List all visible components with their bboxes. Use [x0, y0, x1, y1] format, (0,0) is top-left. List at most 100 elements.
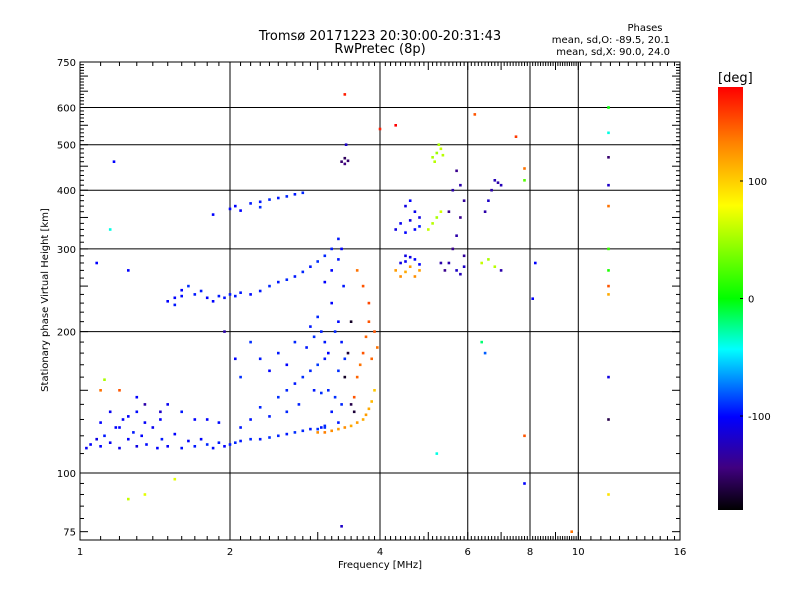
data-point — [431, 156, 434, 159]
grid-lines — [80, 62, 680, 540]
data-point — [127, 497, 130, 501]
data-point — [268, 284, 271, 288]
data-point — [534, 261, 537, 265]
data-point — [493, 265, 497, 268]
data-point — [193, 445, 197, 448]
colorbar-ticks: 100 0 -100 — [740, 177, 771, 423]
data-point — [327, 389, 330, 392]
data-point — [103, 434, 106, 438]
data-point — [135, 410, 139, 414]
data-point — [455, 169, 458, 173]
data-point — [320, 391, 323, 395]
data-point — [285, 432, 289, 436]
data-point — [320, 426, 323, 429]
x-tick-label: 2 — [227, 547, 233, 558]
data-point — [277, 434, 280, 438]
data-point — [330, 269, 333, 272]
data-point — [173, 296, 177, 300]
data-point — [135, 445, 139, 448]
data-point — [343, 426, 347, 429]
data-point — [413, 258, 417, 261]
data-point — [431, 222, 434, 225]
data-point — [293, 193, 297, 196]
data-point — [316, 431, 319, 434]
data-point — [118, 389, 121, 392]
data-point — [258, 200, 262, 204]
data-point — [439, 261, 443, 265]
data-point — [346, 159, 350, 163]
data-point — [99, 389, 102, 392]
data-point — [399, 275, 402, 278]
data-point — [352, 395, 356, 399]
data-point — [364, 413, 368, 417]
data-point — [607, 156, 610, 159]
data-point — [607, 131, 610, 135]
data-point — [455, 234, 458, 237]
x-tick-label: 16 — [674, 547, 687, 558]
data-point — [239, 209, 242, 212]
data-point — [211, 446, 215, 450]
data-point — [228, 207, 232, 211]
data-point — [268, 415, 271, 418]
data-point — [118, 446, 121, 450]
data-point — [277, 196, 280, 200]
data-point — [330, 247, 333, 251]
data-point — [607, 204, 610, 208]
data-point — [408, 199, 412, 202]
data-point — [95, 437, 98, 441]
data-point — [370, 400, 373, 403]
data-point — [361, 284, 365, 288]
data-points — [85, 93, 610, 533]
data-point — [343, 375, 347, 379]
colorbar — [718, 87, 743, 510]
data-point — [404, 254, 407, 258]
data-point — [293, 340, 297, 344]
data-point — [343, 162, 347, 166]
data-point — [95, 261, 98, 265]
x-tick-label: 6 — [465, 547, 471, 558]
data-point — [607, 284, 610, 288]
data-point — [408, 265, 412, 268]
data-point — [333, 330, 337, 333]
data-point — [523, 167, 526, 170]
data-point — [323, 424, 327, 428]
data-point — [483, 351, 487, 355]
data-point — [301, 429, 305, 433]
data-point — [285, 195, 289, 198]
data-point — [159, 418, 162, 421]
y-tick-label: 600 — [57, 104, 76, 115]
data-point — [135, 395, 139, 399]
data-point — [367, 407, 371, 411]
data-point — [355, 421, 359, 424]
data-point — [607, 293, 610, 296]
data-point — [277, 280, 280, 284]
data-point — [343, 357, 347, 361]
data-point — [435, 151, 439, 155]
data-point — [205, 418, 209, 421]
data-point — [223, 296, 226, 300]
data-point — [223, 445, 226, 448]
data-point — [376, 346, 379, 349]
data-point — [523, 434, 526, 438]
data-point — [441, 153, 445, 157]
y-tick-label: 750 — [57, 58, 76, 69]
data-point — [361, 418, 365, 421]
data-point — [180, 410, 183, 414]
data-point — [499, 269, 503, 272]
data-point — [145, 443, 148, 446]
data-point — [418, 269, 421, 272]
data-point — [408, 219, 412, 222]
data-point — [346, 351, 350, 355]
data-point — [166, 403, 169, 406]
data-point — [180, 288, 183, 292]
data-point — [193, 293, 197, 296]
data-point — [451, 247, 455, 251]
data-point — [239, 439, 242, 443]
data-point — [239, 375, 242, 379]
data-point — [234, 294, 237, 298]
phases-heading: Phases — [627, 23, 662, 34]
data-point — [473, 113, 477, 116]
data-point — [418, 225, 421, 228]
data-point — [156, 446, 159, 450]
data-point — [367, 320, 371, 323]
